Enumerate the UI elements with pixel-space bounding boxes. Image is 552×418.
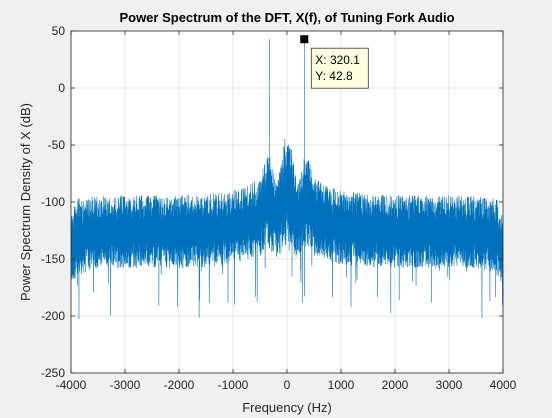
x-tick-label: 0 [284,378,291,392]
x-tick-label: 1000 [328,378,355,392]
x-tick-label: 4000 [490,378,517,392]
y-axis-label: Power Spectrum Density of X (dB) [18,103,33,301]
y-tick-label: 0 [58,81,65,95]
y-tick-label: -100 [41,195,65,209]
spectrum-line [71,39,503,320]
datatip-box [310,47,369,89]
datatip-x-value: X: 320.1 [315,53,360,67]
x-tick-label: 2000 [382,378,409,392]
x-tick-label: -2000 [164,378,195,392]
x-ticks: -4000 -3000 -2000 -1000 0 1000 2000 3000 4000 [56,31,517,392]
datatip-y-value: Y: 42.8 [315,69,353,83]
y-tick-label: 50 [52,24,66,38]
datatip[interactable]: X: 320.1 Y: 42.8 [300,35,369,89]
y-tick-label: -250 [41,366,65,380]
x-tick-label: 3000 [436,378,463,392]
y-tick-label: -50 [48,138,66,152]
x-tick-label: -4000 [56,378,87,392]
x-tick-label: -3000 [110,378,141,392]
chart-title: Power Spectrum of the DFT, X(f), of Tuni… [119,10,454,25]
y-ticks: -250 -200 -150 -100 -50 0 50 [41,24,503,380]
y-tick-label: -150 [41,252,65,266]
datatip-marker[interactable] [300,35,309,44]
y-tick-label: -200 [41,309,65,323]
x-axis-label: Frequency (Hz) [242,400,332,415]
x-tick-label: -1000 [218,378,249,392]
